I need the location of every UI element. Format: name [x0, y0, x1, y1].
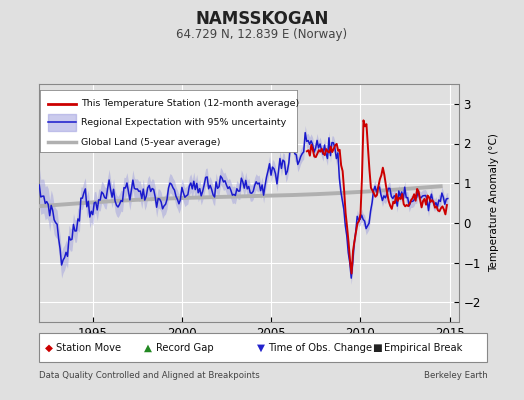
Text: Berkeley Earth: Berkeley Earth: [423, 371, 487, 380]
Text: Empirical Break: Empirical Break: [384, 343, 462, 353]
Text: Regional Expectation with 95% uncertainty: Regional Expectation with 95% uncertaint…: [81, 118, 287, 127]
Text: This Temperature Station (12-month average): This Temperature Station (12-month avera…: [81, 99, 300, 108]
Text: NAMSSKOGAN: NAMSSKOGAN: [195, 10, 329, 28]
Text: ■: ■: [372, 343, 382, 353]
Text: 64.729 N, 12.839 E (Norway): 64.729 N, 12.839 E (Norway): [177, 28, 347, 41]
Text: Data Quality Controlled and Aligned at Breakpoints: Data Quality Controlled and Aligned at B…: [39, 371, 260, 380]
Text: Time of Obs. Change: Time of Obs. Change: [268, 343, 373, 353]
Text: Record Gap: Record Gap: [156, 343, 213, 353]
Text: Station Move: Station Move: [56, 343, 121, 353]
Text: Global Land (5-year average): Global Land (5-year average): [81, 138, 221, 146]
Text: ▲: ▲: [144, 343, 152, 353]
Y-axis label: Temperature Anomaly (°C): Temperature Anomaly (°C): [489, 134, 499, 272]
Text: ▼: ▼: [257, 343, 265, 353]
Text: ◆: ◆: [45, 343, 52, 353]
